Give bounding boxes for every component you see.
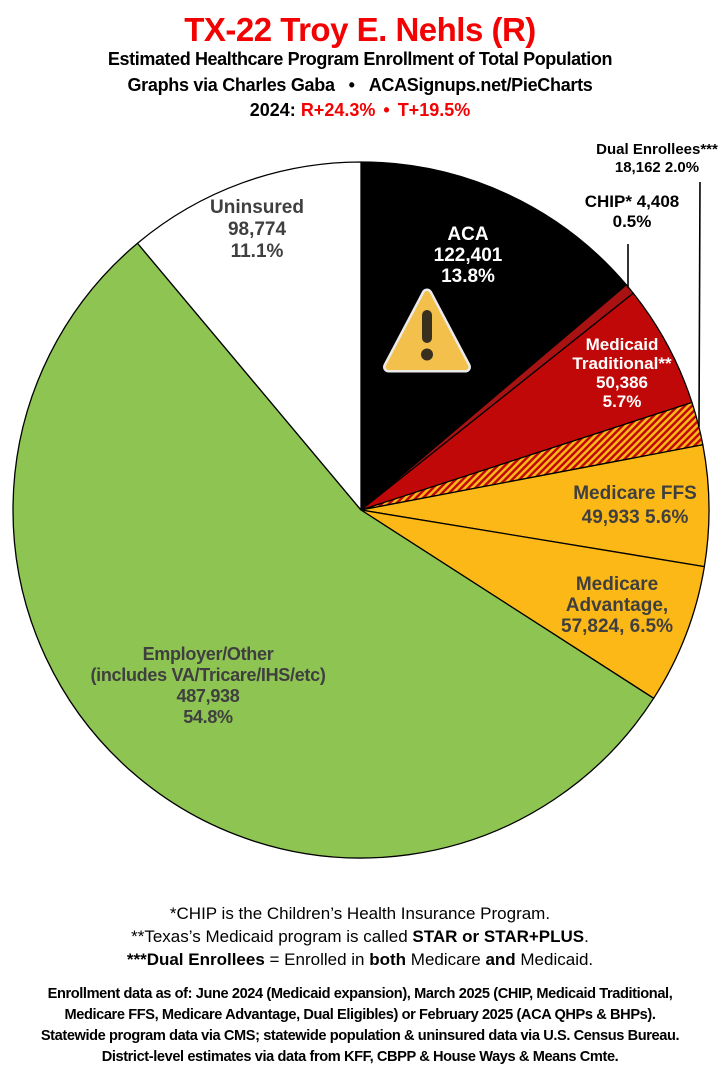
medicaid-pct: 5.7% — [602, 392, 642, 411]
pie-slice-employer-other — [12, 242, 655, 859]
slice-label-aca: ACA 122,401 13.8% — [393, 224, 543, 287]
aca-name: ACA — [447, 224, 489, 245]
source-line: Statewide program data via CMS; statewid… — [40, 1028, 680, 1044]
footnotes-block: *CHIP is the Children’s Health Insurance… — [0, 902, 720, 971]
credit-line: Graphs via Charles Gaba • ACASignups.net/P… — [0, 75, 720, 96]
ffs-name: Medicare FFS — [573, 483, 697, 504]
warning-icon — [383, 288, 471, 373]
slice-label-medicare-ffs: Medicare FFS 49,933 5.6% — [550, 482, 720, 530]
aca-pct: 13.8% — [441, 266, 495, 287]
employer-includes: (includes VA/Tricare/IHS/etc) — [90, 665, 326, 685]
slice-label-chip: CHIP* 4,408 0.5% — [552, 192, 712, 232]
employer-value: 487,938 — [176, 686, 240, 706]
source-line: Enrollment data as of: June 2024 (Medica… — [47, 986, 673, 1002]
footnote-medicaid: **Texas’s Medicaid program is called STA… — [131, 927, 589, 946]
uninsured-value: 98,774 — [227, 219, 287, 240]
partisan-lean-line: 2024: R+24.3% • T+19.5% — [0, 100, 720, 121]
chart-subtitle: Estimated Healthcare Program Enrollment … — [107, 49, 613, 69]
employer-name: Employer/Other — [142, 644, 274, 664]
advantage-name-1: Medicare — [575, 574, 659, 595]
slice-label-dual-enrollees: Dual Enrollees*** 18,162 2.0% — [577, 141, 720, 177]
chip-pct: 0.5% — [612, 212, 652, 231]
chip-name-value: CHIP* 4,408 — [584, 192, 680, 211]
aca-value: 122,401 — [433, 245, 503, 266]
slice-label-medicaid-traditional: Medicaid Traditional** 50,386 5.7% — [547, 335, 697, 411]
source-line: District-level estimates via data from K… — [101, 1049, 619, 1065]
bullet-separator: • — [383, 100, 390, 120]
dual-enrollees-leader-line — [698, 181, 701, 428]
medicaid-name-1: Medicaid — [585, 335, 659, 354]
medicaid-name-2: Traditional** — [572, 354, 672, 373]
slice-label-medicare-advantage: Medicare Advantage, 57,824, 6.5% — [537, 574, 697, 637]
footnote-dual: ***Dual Enrollees = Enrolled in both Med… — [126, 950, 594, 969]
uninsured-pct: 11.1% — [230, 241, 284, 262]
pie-slice-medicaid-traditional — [360, 292, 693, 511]
bullet-separator: • — [348, 75, 355, 95]
source-block: Enrollment data as of: June 2024 (Medica… — [0, 984, 720, 1068]
credit-author: Graphs via Charles Gaba — [127, 75, 335, 95]
credit-site: ACASignups.net/PieCharts — [368, 75, 593, 95]
partisan-lean-r: R+24.3% — [300, 100, 376, 120]
uninsured-name: Uninsured — [210, 197, 304, 218]
page-title: TX-22 Troy E. Nehls (R) — [184, 11, 536, 48]
advantage-name-2: Advantage, — [565, 595, 669, 616]
advantage-value-pct: 57,824, 6.5% — [561, 616, 673, 637]
slice-label-employer-other: Employer/Other (includes VA/Tricare/IHS/… — [58, 644, 358, 728]
dual-name: Dual Enrollees*** — [596, 141, 718, 158]
medicaid-value: 50,386 — [596, 373, 648, 392]
footnote-chip: *CHIP is the Children’s Health Insurance… — [169, 904, 551, 923]
pie-slices — [12, 161, 710, 859]
ffs-value-pct: 49,933 5.6% — [581, 507, 689, 528]
pie-slice-uninsured — [136, 161, 362, 511]
source-line: Medicare FFS, Medicare Advantage, Dual E… — [64, 1007, 656, 1023]
partisan-lean-t: T+19.5% — [397, 100, 471, 120]
slice-label-uninsured: Uninsured 98,774 11.1% — [172, 197, 342, 263]
pie-slice-medicare-advantage — [360, 509, 706, 699]
employer-pct: 54.8% — [183, 707, 233, 727]
year-label: 2024: — [249, 100, 296, 120]
dual-value-pct: 18,162 2.0% — [614, 159, 700, 176]
pie-slice-aca — [360, 161, 627, 511]
